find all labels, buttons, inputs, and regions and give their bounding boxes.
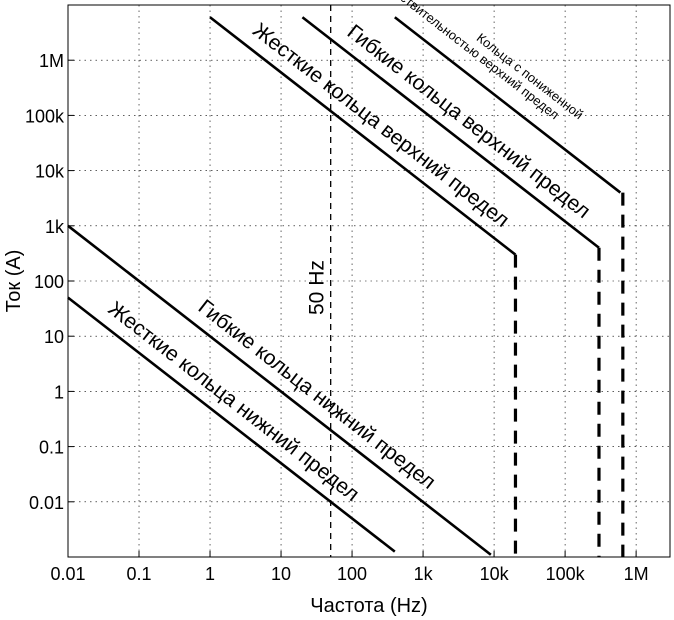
y-tick-label: 10 <box>44 327 64 347</box>
y-tick-label: 100 <box>34 272 64 292</box>
cutoff-lines <box>513 192 625 557</box>
y-tick-label: 1k <box>45 217 65 237</box>
frequency-marker: 50 Hz <box>306 5 332 557</box>
series-line <box>67 296 396 553</box>
x-tick-label: 1k <box>414 564 434 584</box>
x-tick-label: 10 <box>271 564 291 584</box>
x-tick-label: 10k <box>480 564 510 584</box>
x-tick-label: 0.1 <box>126 564 151 584</box>
axis-ticks: 0.01 0.1 1 10 100 1k 10k 100k 1M 0.01 0.1 1 10 100 1k 1… <box>25 51 649 584</box>
y-tick-label: 100k <box>25 106 65 126</box>
series-line <box>394 16 622 194</box>
series-lines <box>67 16 622 556</box>
y-tick-label: 1 <box>54 382 64 402</box>
series-line <box>209 16 517 256</box>
x-tick-label: 100 <box>337 564 367 584</box>
x-tick-label: 1 <box>205 564 215 584</box>
y-axis-label: Ток (A) <box>3 250 25 313</box>
marker-label: 50 Hz <box>306 260 329 315</box>
x-axis-label: Частота (Hz) <box>310 595 427 617</box>
x-tick-label: 100k <box>546 564 586 584</box>
series-line <box>301 16 600 249</box>
series-label: Кольца с пониженной <box>474 30 586 122</box>
y-tick-label: 0.01 <box>29 493 64 513</box>
x-tick-label: 1M <box>624 564 649 584</box>
y-tick-label: 0.1 <box>39 438 64 458</box>
y-tick-label: 10k <box>35 162 65 182</box>
series-line <box>67 224 492 556</box>
grid <box>67 5 670 557</box>
y-tick-label: 1M <box>39 51 64 71</box>
x-tick-label: 0.01 <box>50 564 85 584</box>
